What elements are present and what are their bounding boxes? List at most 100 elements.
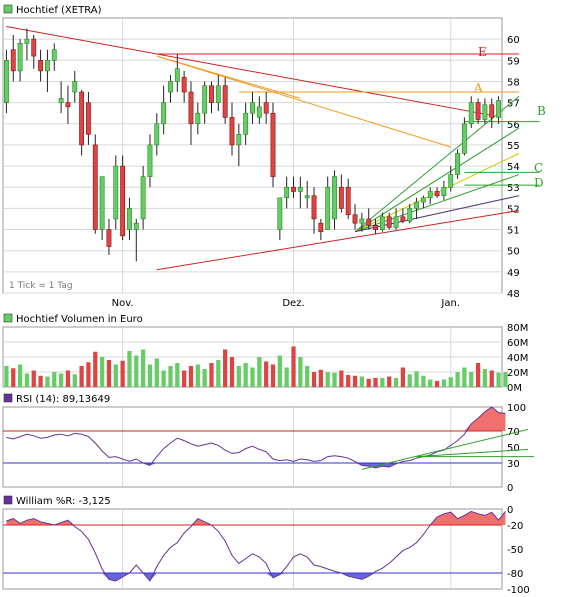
- y-tick-label: -20: [507, 521, 523, 532]
- volume-bar: [147, 364, 153, 387]
- y-tick-label: -50: [507, 545, 523, 556]
- y-tick-label: 48: [507, 289, 520, 300]
- candle: [24, 38, 30, 44]
- candle: [222, 85, 228, 118]
- volume-bar: [434, 381, 440, 387]
- candle: [250, 102, 255, 114]
- candle: [489, 104, 495, 118]
- fib-label: E: [478, 45, 487, 59]
- y-tick-label: 20M: [507, 368, 528, 379]
- candle: [352, 214, 358, 224]
- candle: [379, 216, 385, 230]
- y-tick-label: 60: [507, 35, 520, 46]
- y-tick-label: 55: [507, 141, 520, 152]
- rsi-panel: RSI (14): 89,136491007050300: [2, 393, 534, 494]
- candle: [434, 191, 440, 196]
- volume-bar: [236, 366, 241, 387]
- candle: [475, 102, 481, 120]
- x-tick-label: Nov.: [112, 298, 134, 309]
- volume-bar: [387, 376, 392, 387]
- candle: [236, 134, 242, 146]
- trend-line: [156, 55, 301, 99]
- volume-bar: [264, 361, 269, 387]
- candle: [202, 85, 208, 114]
- candle: [31, 38, 37, 57]
- x-tick-label: Dez.: [282, 298, 304, 309]
- y-tick-label: 30: [507, 459, 520, 470]
- candle: [468, 102, 474, 125]
- candle: [448, 174, 454, 188]
- candle: [318, 222, 324, 232]
- candle: [243, 112, 249, 135]
- candle: [79, 91, 85, 146]
- candle: [140, 176, 146, 220]
- fib-label: D: [534, 176, 544, 190]
- candle: [58, 98, 64, 103]
- volume-bar: [38, 375, 43, 387]
- y-tick-label: 49: [507, 268, 520, 279]
- fib-label: B: [537, 104, 546, 118]
- volume-bar: [45, 376, 50, 387]
- volume-bar: [168, 366, 173, 387]
- volume-bar: [106, 360, 112, 387]
- rsi-trend-line: [361, 428, 529, 470]
- volume-bar: [257, 357, 262, 387]
- volume-bar: [134, 355, 139, 387]
- volume-bar: [175, 363, 180, 387]
- candle: [10, 49, 16, 72]
- candle: [209, 85, 214, 103]
- candle: [263, 102, 269, 114]
- candle: [325, 186, 331, 230]
- y-tick-label: 56: [507, 120, 520, 131]
- panel-frame: [2, 508, 503, 590]
- volume-bar: [462, 367, 467, 387]
- trend-line: [6, 25, 492, 116]
- y-tick-label: 51: [507, 226, 520, 237]
- fib-label: A: [473, 81, 483, 95]
- volume-bar: [428, 379, 433, 387]
- candle: [496, 100, 502, 118]
- candle: [338, 186, 344, 209]
- candle: [304, 195, 310, 199]
- volume-bar: [352, 375, 358, 387]
- candle: [3, 60, 9, 103]
- volume-bar: [373, 378, 378, 387]
- candle: [455, 153, 460, 175]
- candle: [51, 49, 57, 61]
- panel-title: William %R: -3,125: [16, 496, 111, 507]
- y-tick-label: 100: [507, 403, 526, 414]
- y-tick-label: 0: [507, 483, 513, 494]
- y-tick-label: 80M: [507, 323, 528, 334]
- volume-bar: [441, 379, 447, 387]
- volume-bar: [127, 351, 132, 387]
- y-tick-label: 50: [507, 443, 520, 454]
- candle: [414, 201, 419, 209]
- volume-bar: [65, 370, 71, 387]
- y-tick-label: 52: [507, 204, 520, 215]
- trend-line: [156, 210, 520, 271]
- volume-bar: [216, 360, 221, 387]
- volume-bar: [380, 378, 385, 387]
- candle: [133, 222, 139, 230]
- panel-title: Hochtief Volumen in Euro: [16, 314, 143, 325]
- candle: [215, 85, 221, 103]
- y-tick-label: 59: [507, 56, 520, 67]
- volume-bar: [448, 377, 453, 387]
- volume-bar: [366, 378, 371, 387]
- panel-frame: [2, 406, 503, 488]
- volume-panel: Hochtief Volumen in Euro 80M 60M 40M 20M 0M: [2, 313, 528, 394]
- candle: [284, 186, 290, 199]
- volume-bar: [223, 349, 228, 387]
- candle: [420, 197, 426, 203]
- price-panel: Hochtief (XETRA) 60 59 58 57 56 55 54 53 52 51 50 49…: [2, 4, 546, 309]
- volume-bar: [31, 370, 36, 387]
- volume-bar: [318, 369, 323, 387]
- y-tick-label: 54: [507, 162, 520, 173]
- volume-bar: [243, 363, 248, 387]
- volume-bar: [359, 376, 364, 387]
- legend-swatch: [3, 495, 13, 505]
- volume-bar: [475, 363, 481, 387]
- volume-bar: [195, 364, 200, 387]
- y-tick-label: 53: [507, 183, 520, 194]
- panel-title: RSI (14): 89,13649: [16, 394, 110, 405]
